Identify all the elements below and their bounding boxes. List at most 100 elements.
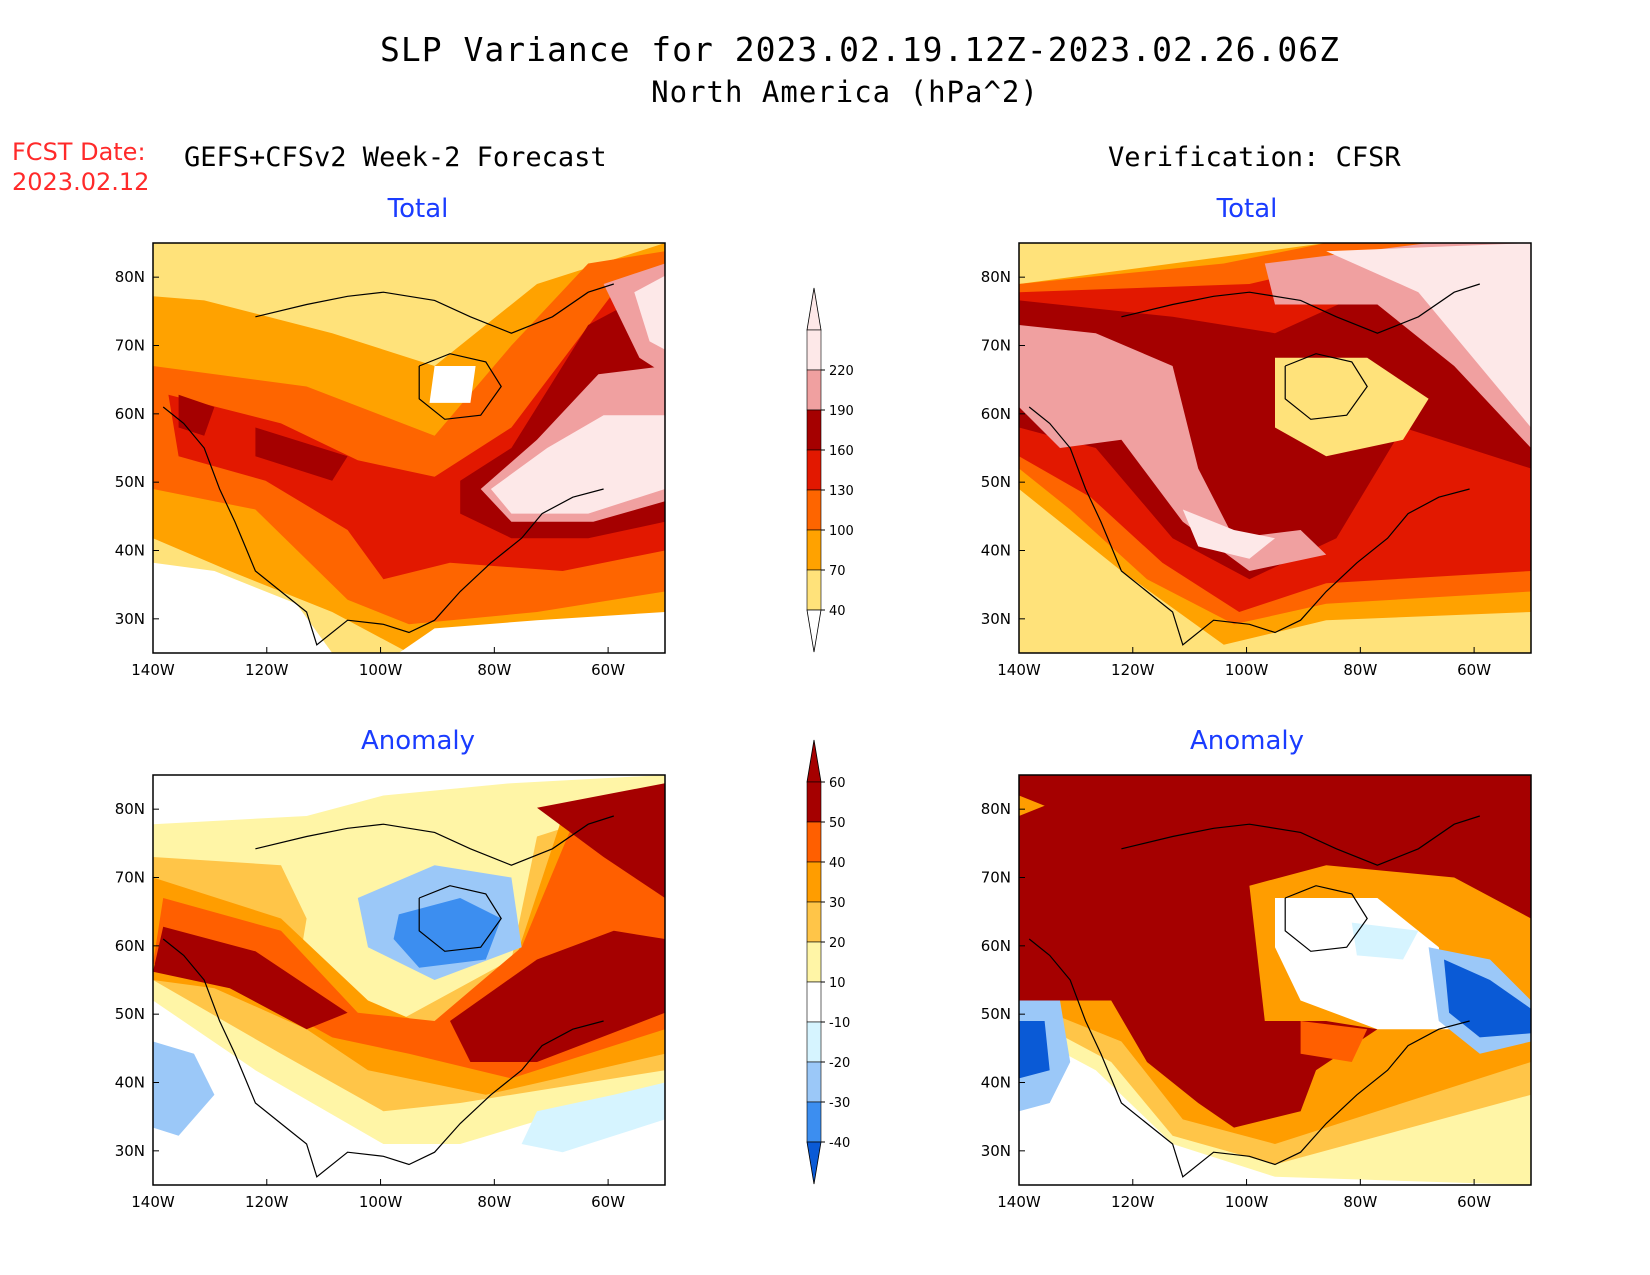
colorbar-label: 20 (829, 936, 846, 951)
coastline (1028, 406, 1470, 646)
lat-tick-label: 60N (981, 937, 1011, 955)
lat-tick-label: 60N (115, 937, 145, 955)
colorbar-label: -30 (829, 1096, 850, 1111)
contour-region (1019, 325, 1327, 571)
colorbar-band (806, 1061, 822, 1103)
lon-tick-label: 60W (591, 1193, 625, 1211)
lon-tick-label: 60W (1457, 1193, 1491, 1211)
colorbar-label: 130 (829, 484, 854, 499)
chart-subtitle: North America (hPa^2) (651, 75, 1039, 109)
colorbar-label: 100 (829, 524, 854, 539)
map-frame (152, 774, 666, 1186)
coastline (162, 406, 604, 646)
lat-tick-label: 80N (115, 800, 145, 818)
colorbar-label: 10 (829, 976, 846, 991)
lat-tick-label: 50N (115, 1005, 145, 1023)
colorbar-band (806, 861, 822, 903)
contour-region (1019, 1021, 1050, 1079)
lon-tick-label: 120W (1111, 661, 1155, 679)
colorbar-band (806, 781, 822, 823)
colorbar-band (806, 1021, 822, 1063)
colorbar-label: 40 (829, 604, 846, 619)
colorbar-band (806, 941, 822, 983)
arctic-coastline (1121, 815, 1480, 866)
colorbar-band (806, 981, 822, 1023)
contour-region (153, 926, 348, 1030)
colorbar-label: 190 (829, 404, 854, 419)
map-frame (1018, 242, 1532, 654)
contour-region (1182, 509, 1275, 559)
contour-region (153, 562, 333, 653)
coastline (1028, 938, 1470, 1178)
lon-tick-label: 120W (245, 1193, 289, 1211)
colorbar-band (806, 449, 822, 491)
map-panel-fc-anom: 140W 120W 100W 80W 60W 30N 40N 50N 60N 70N 80N (115, 774, 666, 1211)
field-layer (1019, 775, 1531, 1185)
arctic-coastline (255, 815, 614, 866)
lon-tick-label: 100W (359, 661, 403, 679)
lon-tick-label: 60W (1457, 661, 1491, 679)
hudson-bay-outline (418, 353, 502, 420)
contour-region (178, 394, 215, 436)
contour-region (1275, 357, 1429, 457)
panel-title-forecast-anomaly: Anomaly (360, 726, 476, 756)
contour-region (1351, 922, 1419, 960)
field-layer (153, 775, 665, 1185)
map-frame (1018, 774, 1532, 1186)
colorbar-bottom-arrow (806, 609, 822, 653)
lon-tick-label: 120W (1111, 1193, 1155, 1211)
lon-tick-label: 80W (1343, 1193, 1377, 1211)
hudson-bay-outline (1284, 885, 1368, 952)
map-panel-fc-total: 140W 120W 100W 80W 60W 30N 40N 50N 60N 70N 80N (115, 242, 666, 679)
lat-tick-label: 70N (981, 337, 1011, 355)
colorbar-band (806, 369, 822, 411)
lat-tick-label: 40N (115, 542, 145, 560)
colorbar-label: 50 (829, 816, 846, 831)
colorbar-label: 160 (829, 444, 854, 459)
colorbar-anomaly: -40 -30 -20 -10 10 20 30 40 50 60 (806, 739, 850, 1185)
contour-region (1444, 959, 1531, 1038)
forecast-header: GEFS+CFSv2 Week-2 Forecast (184, 142, 607, 173)
lat-tick-label: 70N (981, 869, 1011, 887)
lon-tick-label: 120W (245, 661, 289, 679)
lon-tick-label: 140W (131, 661, 175, 679)
hudson-bay-outline (1284, 353, 1368, 420)
lon-tick-label: 80W (477, 1193, 511, 1211)
lon-tick-label: 60W (591, 661, 625, 679)
panel-title-verification-anomaly: Anomaly (1189, 726, 1305, 756)
lon-tick-label: 100W (1225, 1193, 1269, 1211)
colorbar-label: 60 (829, 776, 846, 791)
field-layer (1019, 243, 1531, 653)
lon-tick-label: 80W (477, 661, 511, 679)
panel-title-forecast-total: Total (387, 194, 449, 224)
colorbar-label: 70 (829, 564, 846, 579)
lon-tick-label: 100W (359, 1193, 403, 1211)
lat-tick-label: 80N (981, 268, 1011, 286)
contour-region (490, 415, 665, 514)
map-frame (152, 242, 666, 654)
lat-tick-label: 70N (115, 869, 145, 887)
verification-header: Verification: CFSR (1108, 142, 1401, 173)
lat-tick-label: 30N (981, 610, 1011, 628)
lat-tick-label: 50N (981, 1005, 1011, 1023)
colorbar-label: 30 (829, 896, 846, 911)
contour-region (521, 1082, 665, 1153)
colorbar-band (806, 489, 822, 531)
coastline (162, 938, 604, 1178)
contour-region (393, 898, 502, 968)
panel-title-verification-total: Total (1216, 194, 1278, 224)
colorbar-label: -10 (829, 1016, 850, 1031)
arctic-coastline (1121, 283, 1480, 334)
colorbar-band (806, 821, 822, 863)
contour-region (255, 427, 348, 481)
contour-region (429, 366, 476, 403)
contour-region (537, 783, 665, 898)
lat-tick-label: 70N (115, 337, 145, 355)
contour-region (153, 1041, 215, 1136)
lat-tick-label: 30N (115, 1142, 145, 1160)
colorbar-label: 40 (829, 856, 846, 871)
colorbar-band (806, 901, 822, 943)
colorbar-band (806, 329, 822, 371)
lat-tick-label: 60N (115, 405, 145, 423)
colorbar-top-arrow (806, 287, 822, 331)
